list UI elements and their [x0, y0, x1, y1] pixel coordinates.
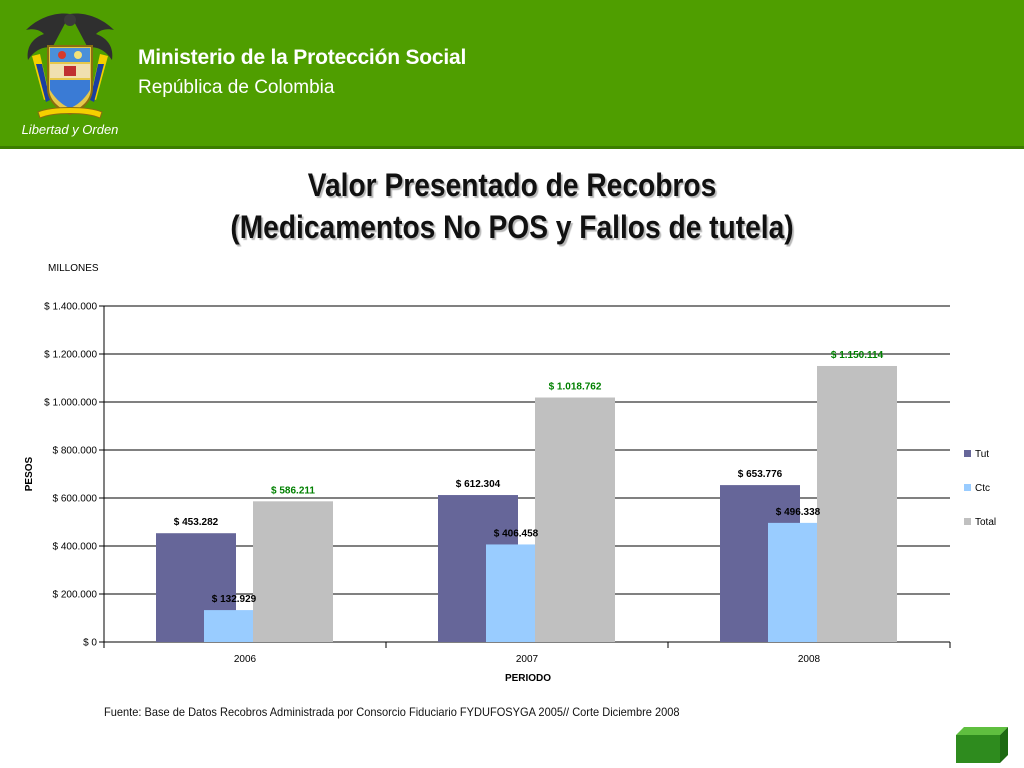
- organization-name: Ministerio de la Protección Social: [138, 46, 467, 69]
- data-label-ctc: $ 406.458: [494, 528, 539, 539]
- y-axis-title: PESOS: [24, 456, 35, 491]
- y-tick-label: $ 1.400.000: [44, 302, 97, 313]
- legend-swatch-ctc: [964, 484, 971, 491]
- header-divider: [0, 146, 1024, 149]
- x-tick-label: 2008: [798, 654, 821, 665]
- bar-total: [817, 365, 897, 642]
- x-axis-title: PERIODO: [505, 673, 551, 684]
- chart-container: MILLONES $ 0 $ 200.000 $ 400.000 $ 600.000 $ …: [0, 255, 1024, 695]
- data-label-total: $ 586.211: [271, 485, 315, 496]
- bar-total: [253, 501, 333, 642]
- data-label-ctc: $ 132.929: [212, 594, 257, 605]
- unit-note: MILLONES: [48, 263, 99, 274]
- bar-ctc: [204, 610, 254, 642]
- y-tick-label: $ 1.000.000: [44, 398, 97, 409]
- data-label-tut: $ 453.282: [174, 517, 219, 528]
- legend-swatch-total: [964, 518, 971, 525]
- coat-of-arms-logo: Libertad y Orden: [22, 13, 119, 137]
- data-label-tut: $ 612.304: [456, 479, 501, 490]
- data-label-ctc: $ 496.338: [776, 507, 821, 518]
- header-banner: Libertad y Orden Ministerio de la Protec…: [0, 0, 1024, 146]
- slide-title-line-2: (Medicamentos No POS y Fallos de tutela): [230, 209, 794, 245]
- legend-label-ctc: Ctc: [975, 483, 990, 494]
- data-label-tut: $ 653.776: [738, 469, 783, 480]
- data-label-total: $ 1.150.114: [831, 350, 884, 361]
- y-tick-label: $ 0: [83, 638, 97, 649]
- x-tick-label: 2007: [516, 654, 539, 665]
- data-label-total: $ 1.018.762: [549, 381, 602, 392]
- y-tick-label: $ 800.000: [53, 446, 98, 457]
- legend-swatch-tut: [964, 450, 971, 457]
- bar-ctc: [768, 522, 818, 642]
- y-tick-label: $ 1.200.000: [44, 350, 97, 361]
- y-tick-label: $ 600.000: [53, 494, 98, 505]
- x-tick-label: 2006: [234, 654, 257, 665]
- corner-cube-icon: [956, 727, 1008, 763]
- y-tick-label: $ 200.000: [53, 590, 98, 601]
- bar-chart: MILLONES $ 0 $ 200.000 $ 400.000 $ 600.000 $ …: [24, 263, 996, 684]
- crest-motto: Libertad y Orden: [22, 122, 119, 137]
- country-name: República de Colombia: [138, 77, 335, 98]
- bar-ctc: [486, 544, 536, 642]
- y-tick-label: $ 400.000: [53, 542, 98, 553]
- legend-label-total: Total: [975, 517, 996, 528]
- bar-total: [535, 397, 615, 642]
- legend-label-tut: Tut: [975, 449, 989, 460]
- slide-title: Valor Presentado de Recobros (Medicament…: [61, 164, 962, 248]
- source-note: Fuente: Base de Datos Recobros Administr…: [104, 705, 680, 719]
- slide-title-line-1: Valor Presentado de Recobros: [307, 167, 717, 203]
